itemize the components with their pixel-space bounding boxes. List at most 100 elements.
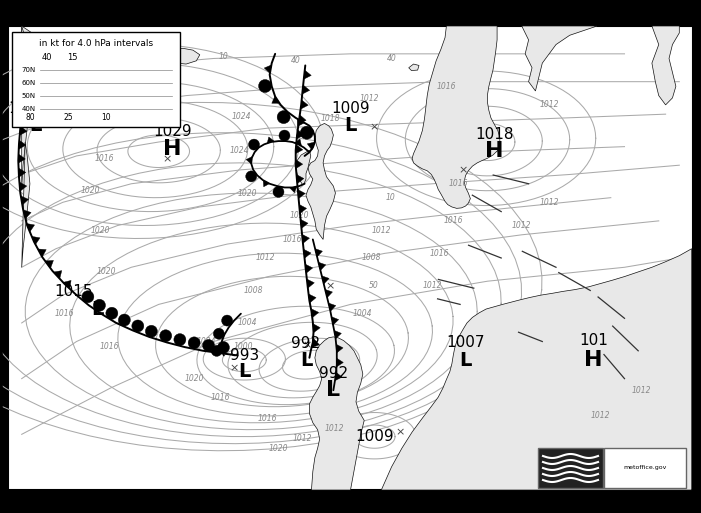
Text: 1016: 1016 xyxy=(430,249,449,258)
Text: 992: 992 xyxy=(292,337,320,351)
Text: 1024: 1024 xyxy=(197,337,217,346)
Text: 50N: 50N xyxy=(22,93,36,99)
Polygon shape xyxy=(297,130,304,139)
Polygon shape xyxy=(309,337,365,490)
Text: 1016: 1016 xyxy=(283,235,302,244)
Text: ×: × xyxy=(303,340,312,350)
Text: 15: 15 xyxy=(67,52,77,62)
Text: 1015: 1015 xyxy=(54,284,93,299)
Text: 70N: 70N xyxy=(22,67,36,73)
Bar xyxy=(12,32,180,127)
Text: 1012: 1012 xyxy=(591,411,611,420)
Polygon shape xyxy=(296,160,303,169)
Polygon shape xyxy=(318,262,326,270)
Polygon shape xyxy=(322,276,329,284)
Text: 1020: 1020 xyxy=(81,186,100,195)
Polygon shape xyxy=(301,100,308,109)
Text: 1016: 1016 xyxy=(94,154,114,163)
Polygon shape xyxy=(298,189,305,199)
Text: 1012: 1012 xyxy=(539,101,559,109)
Text: 1016: 1016 xyxy=(55,309,74,318)
Circle shape xyxy=(222,315,233,326)
Polygon shape xyxy=(20,182,27,191)
Text: L: L xyxy=(300,350,312,369)
Circle shape xyxy=(279,130,290,141)
Text: 1016: 1016 xyxy=(437,82,456,91)
Text: metoffice.gov: metoffice.gov xyxy=(623,465,667,470)
Text: L: L xyxy=(326,380,341,400)
Circle shape xyxy=(259,80,271,92)
Polygon shape xyxy=(336,358,343,367)
Polygon shape xyxy=(315,249,322,257)
Text: 1020: 1020 xyxy=(268,444,288,453)
Polygon shape xyxy=(306,124,336,240)
Text: L: L xyxy=(344,116,357,135)
Circle shape xyxy=(188,337,200,349)
Polygon shape xyxy=(311,339,320,347)
Circle shape xyxy=(160,330,172,342)
Text: 1004: 1004 xyxy=(238,319,257,327)
Circle shape xyxy=(203,340,215,351)
Text: 30: 30 xyxy=(123,52,132,61)
Text: 1000: 1000 xyxy=(233,342,252,351)
Text: in kt for 4.0 hPa intervals: in kt for 4.0 hPa intervals xyxy=(39,40,153,49)
Polygon shape xyxy=(313,324,320,333)
Text: 1020: 1020 xyxy=(238,189,257,199)
Polygon shape xyxy=(22,26,111,109)
Circle shape xyxy=(174,333,186,346)
Polygon shape xyxy=(307,142,315,150)
Circle shape xyxy=(277,111,290,124)
Polygon shape xyxy=(32,236,40,245)
Circle shape xyxy=(93,299,105,311)
Text: ×: × xyxy=(229,363,239,373)
Text: 1009: 1009 xyxy=(355,429,394,444)
Text: ×: × xyxy=(163,154,172,165)
Polygon shape xyxy=(409,64,419,71)
Text: 1012: 1012 xyxy=(372,226,391,234)
Polygon shape xyxy=(21,196,29,205)
Polygon shape xyxy=(20,126,27,135)
Polygon shape xyxy=(299,205,306,213)
Text: 1012: 1012 xyxy=(255,252,275,262)
Polygon shape xyxy=(334,330,341,339)
Polygon shape xyxy=(22,26,29,188)
Polygon shape xyxy=(305,264,313,273)
Text: 992: 992 xyxy=(319,366,348,381)
Polygon shape xyxy=(299,115,306,124)
Text: 1016: 1016 xyxy=(449,179,468,188)
Circle shape xyxy=(145,325,157,338)
Text: 1024: 1024 xyxy=(231,112,251,122)
Text: 1020: 1020 xyxy=(184,374,204,383)
Text: 1008: 1008 xyxy=(361,253,381,263)
Text: 1012: 1012 xyxy=(632,386,651,394)
Circle shape xyxy=(248,139,259,150)
Text: 1009: 1009 xyxy=(331,101,370,116)
Polygon shape xyxy=(302,85,310,94)
Text: 40: 40 xyxy=(42,52,53,62)
Polygon shape xyxy=(267,137,274,143)
Polygon shape xyxy=(295,145,303,154)
Text: 1016: 1016 xyxy=(257,413,277,423)
Circle shape xyxy=(82,291,94,303)
Text: 25: 25 xyxy=(63,112,73,122)
Text: 1012: 1012 xyxy=(293,435,313,443)
Text: H: H xyxy=(485,141,503,161)
Polygon shape xyxy=(53,271,62,279)
Text: 1012: 1012 xyxy=(360,94,379,103)
Text: 40: 40 xyxy=(387,54,397,63)
Text: 1024: 1024 xyxy=(230,146,250,155)
Text: 993: 993 xyxy=(230,348,259,363)
Polygon shape xyxy=(297,119,304,126)
Polygon shape xyxy=(158,48,200,64)
Polygon shape xyxy=(522,26,597,91)
Polygon shape xyxy=(297,174,304,184)
Polygon shape xyxy=(23,210,31,219)
Text: 1016: 1016 xyxy=(210,392,230,402)
Text: 1020: 1020 xyxy=(90,226,110,234)
Text: L: L xyxy=(91,300,103,319)
Circle shape xyxy=(118,314,130,326)
Polygon shape xyxy=(332,317,339,325)
Polygon shape xyxy=(263,180,269,187)
Circle shape xyxy=(273,186,284,198)
Text: 50: 50 xyxy=(369,281,379,290)
